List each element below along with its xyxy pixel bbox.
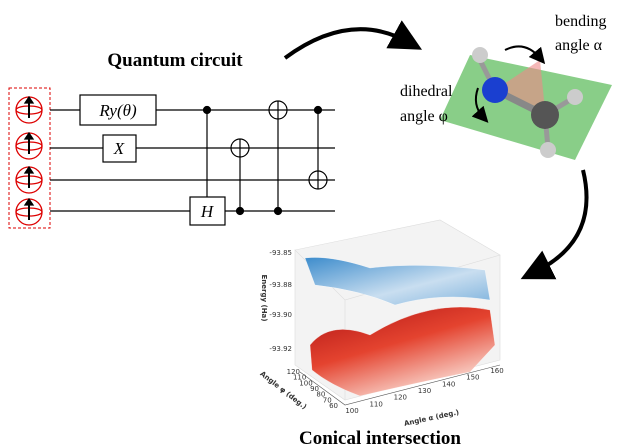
z-tick-label: -93.90 [269,311,292,319]
z-tick-label: -93.88 [269,281,292,289]
alpha-tick-label: 150 [466,374,479,382]
qubit-box [8,87,51,229]
arrow [520,169,589,280]
arrow [283,20,423,60]
alpha-tick-label: 100 [345,407,358,415]
label: bending [555,13,607,30]
alpha-tick-label: 130 [418,387,431,395]
z-tick-label: -93.85 [269,249,292,257]
z-tick-label: -93.92 [269,345,292,353]
plot-title: Conical intersection [299,428,461,448]
gate-label: H [200,202,215,221]
molecule [440,45,612,160]
label: angle α [555,37,603,54]
phi-tick-label: 70 [323,396,332,404]
phi-tick-label: 60 [329,402,338,410]
alpha-tick-label: 140 [442,380,455,388]
phi-tick-label: 90 [310,385,319,393]
z-axis-label: Energy (Ha) [260,275,268,322]
circuit-title: Quantum circuit [107,50,243,71]
bloch-spheres [15,95,43,226]
phi-tick-label: 100 [299,379,312,387]
label: dihedral [400,83,453,100]
alpha-tick-label: 120 [394,394,407,402]
gates [79,94,328,226]
alpha-tick-label: 110 [369,400,382,408]
alpha-tick-label: 160 [490,367,503,375]
phi-tick-label: 120 [287,368,300,376]
phi-tick-label: 80 [316,391,325,399]
alpha-axis-label: Angle α (deg.) [403,408,460,427]
gate-label: Ry(θ) [98,101,137,120]
phi-tick-label: 110 [293,374,306,382]
label: angle φ [400,108,448,125]
plot-3d [294,219,501,406]
gate-label: X [113,139,125,158]
